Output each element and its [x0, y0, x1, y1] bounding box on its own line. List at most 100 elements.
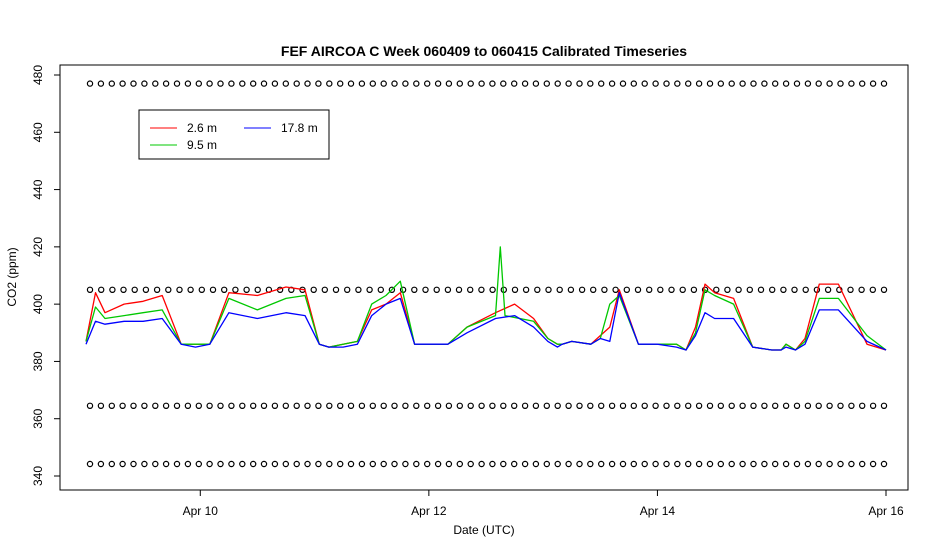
reference-marker: [315, 80, 322, 87]
reference-marker: [750, 80, 757, 87]
reference-marker: [293, 402, 300, 409]
x-tick-label: Apr 10: [183, 504, 219, 518]
reference-marker: [554, 460, 561, 468]
reference-marker: [859, 80, 866, 87]
reference-marker: [780, 286, 787, 293]
reference-marker: [217, 460, 224, 468]
reference-marker: [152, 460, 159, 468]
reference-marker: [679, 286, 686, 293]
reference-marker: [847, 286, 854, 293]
reference-marker: [619, 80, 627, 87]
reference-marker: [598, 402, 605, 409]
reference-marker: [304, 80, 311, 87]
reference-marker: [521, 460, 529, 468]
reference-markers: [86, 80, 888, 468]
legend: 2.6 m 9.5 m 17.8 m: [138, 109, 330, 160]
reference-marker: [880, 286, 888, 293]
reference-marker: [695, 460, 703, 468]
reference-marker: [663, 402, 670, 409]
reference-marker: [608, 402, 616, 409]
reference-marker: [86, 460, 94, 468]
reference-marker: [701, 286, 709, 293]
reference-marker: [119, 460, 126, 468]
reference-marker: [456, 402, 463, 409]
reference-marker: [239, 460, 246, 468]
reference-marker: [521, 80, 529, 87]
reference-marker: [565, 402, 572, 409]
reference-marker: [478, 80, 485, 87]
reference-marker: [735, 286, 742, 293]
reference-marker: [858, 286, 865, 293]
reference-marker: [260, 402, 268, 409]
reference-marker: [355, 286, 362, 293]
reference-marker: [249, 402, 257, 409]
reference-marker: [612, 286, 619, 293]
reference-marker: [120, 286, 127, 293]
reference-marker: [772, 80, 779, 87]
reference-marker: [130, 80, 137, 87]
reference-marker: [824, 286, 832, 293]
reference-marker: [162, 80, 170, 87]
reference-marker: [728, 402, 735, 409]
y-tick-label: 460: [31, 122, 45, 142]
reference-marker: [652, 460, 659, 468]
reference-marker: [228, 80, 235, 87]
reference-marker: [195, 402, 202, 409]
reference-marker: [598, 80, 605, 87]
reference-marker: [86, 402, 94, 409]
reference-marker: [685, 80, 692, 87]
reference-marker: [173, 460, 181, 468]
reference-marker: [455, 286, 463, 293]
reference-marker: [576, 80, 583, 87]
reference-marker: [315, 402, 322, 409]
reference-marker: [337, 80, 344, 87]
reference-marker: [565, 460, 572, 468]
reference-marker: [750, 460, 757, 468]
reference-marker: [369, 80, 376, 87]
reference-marker: [220, 286, 228, 293]
reference-marker: [556, 286, 563, 293]
legend-box: [138, 109, 330, 160]
reference-marker: [228, 402, 235, 409]
reference-marker: [456, 80, 463, 87]
reference-marker: [554, 402, 561, 409]
chart-title: FEF AIRCOA C Week 060409 to 060415 Calib…: [281, 43, 687, 59]
reference-marker: [445, 460, 453, 468]
reference-marker: [869, 286, 877, 293]
reference-marker: [532, 402, 540, 409]
reference-marker: [685, 460, 692, 468]
reference-marker: [108, 402, 116, 409]
reference-marker: [141, 460, 148, 468]
reference-marker: [119, 80, 126, 87]
reference-marker: [630, 80, 638, 87]
reference-marker: [641, 460, 648, 468]
reference-marker: [380, 80, 387, 87]
reference-marker: [321, 286, 328, 293]
reference-marker: [565, 80, 572, 87]
reference-marker: [358, 402, 366, 409]
reference-marker: [217, 80, 224, 87]
reference-marker: [254, 286, 261, 293]
reference-marker: [641, 80, 648, 87]
reference-marker: [391, 80, 398, 87]
reference-marker: [249, 80, 257, 87]
reference-marker: [478, 402, 485, 409]
reference-marker: [310, 286, 317, 293]
reference-marker: [198, 286, 205, 293]
reference-marker: [445, 80, 453, 87]
reference-marker: [380, 402, 387, 409]
reference-marker: [239, 402, 246, 409]
reference-marker: [173, 402, 181, 409]
reference-marker: [869, 80, 877, 87]
reference-marker: [500, 460, 507, 468]
reference-marker: [511, 80, 518, 87]
reference-marker: [880, 80, 888, 87]
reference-marker: [815, 80, 822, 87]
reference-marker: [576, 460, 583, 468]
reference-marker: [377, 286, 384, 293]
reference-marker: [634, 286, 642, 293]
reference-marker: [239, 80, 246, 87]
reference-marker: [260, 80, 268, 87]
y-tick-label: 440: [31, 179, 45, 199]
reference-marker: [815, 460, 822, 468]
